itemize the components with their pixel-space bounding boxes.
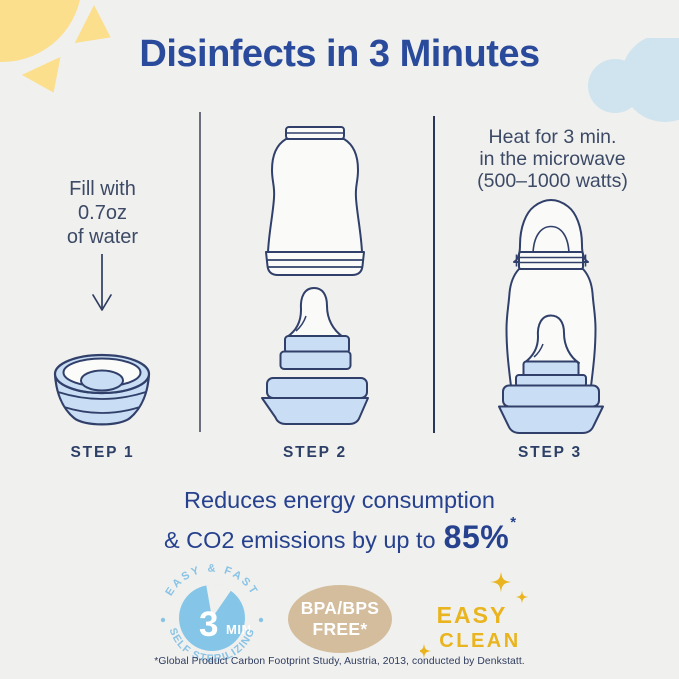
claim-line2-prefix: & CO2 emissions by up to [163,527,436,553]
page-title: Disinfects in 3 Minutes [139,33,540,75]
timer-unit: MIN [226,622,251,637]
timer-wedge [206,584,231,618]
step3-instruction: Heat for 3 min. in the microwave (500–10… [455,126,650,192]
step1-instruction-line: Fill with [69,178,136,200]
step3-instruction-line: (500–1000 watts) [477,170,628,192]
column-divider-2 [433,116,435,433]
assembled-bottle-illustration [498,199,604,434]
bpa-badge-line1: BPA/BPS [300,598,380,618]
down-arrow-icon [92,254,112,311]
easy-clean-line1: EASY [436,602,508,628]
badge-dot-right [258,617,264,623]
claim-asterisk: * [510,514,517,532]
self-sterilizing-badge: 3 MIN EASY & FAST SELF STERILIZING [160,563,264,665]
step1-label: STEP 1 [70,444,135,461]
badge-dot-left [160,617,166,623]
bpa-badge-line2: FREE* [312,619,368,639]
bpa-free-badge: BPA/BPS FREE* [288,585,392,653]
bottle-parts-illustration [261,126,369,425]
easy-clean-line2: CLEAN [439,630,521,652]
bowl-illustration [53,353,151,426]
energy-claim: Reduces energy consumption & CO2 emissio… [0,487,679,556]
step3-instruction-line: in the microwave [479,148,626,170]
column-divider-1 [199,112,201,432]
step1-instruction-line: of water [66,226,139,248]
sun-icon [0,0,111,93]
cloud-icon [588,38,679,122]
step3-label: STEP 3 [518,444,582,461]
easy-clean-badge: EASY CLEAN [420,568,542,668]
easy-clean-text: EASY CLEAN [420,602,524,653]
claim-line1: Reduces energy consumption [184,487,495,513]
timer-number: 3 [199,605,218,644]
step1-instruction: Fill with 0.7oz of water [30,177,175,249]
footnote: *Global Product Carbon Footprint Study, … [154,656,525,667]
claim-percentage: 85% [443,519,510,555]
claim-line2: & CO2 emissions by up to 85%* [0,514,679,556]
step3-instruction-line: Heat for 3 min. [488,126,617,148]
step1-instruction-line: 0.7oz [78,202,127,224]
step2-label: STEP 2 [283,444,347,461]
sparkles-icon [420,571,529,659]
